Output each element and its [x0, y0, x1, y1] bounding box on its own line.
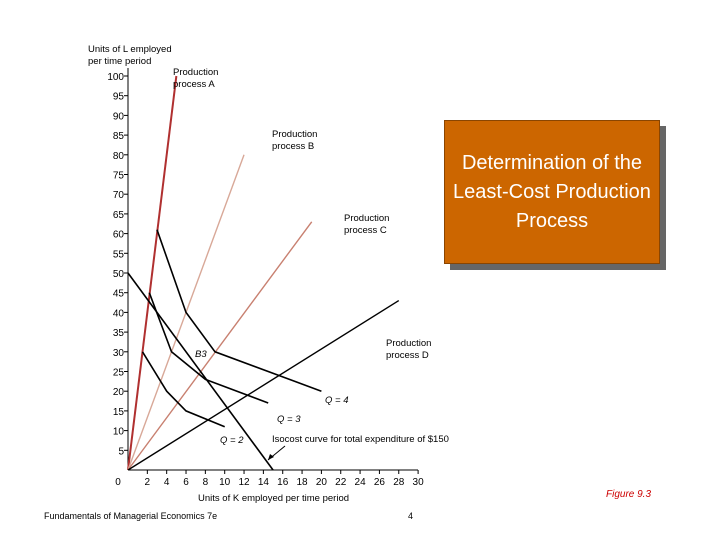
x-ticks: 0 2 4 6 8 10 12 14 16 18 20 22 24 26 28 30 [115, 470, 424, 488]
x-tick-label: 0 [115, 477, 121, 488]
isoquant-q2 [141, 351, 226, 428]
y-tick-label: 70 [113, 190, 125, 201]
x-tick-label: 2 [145, 477, 151, 488]
y-tick-label: 50 [113, 269, 125, 280]
x-tick-label: 14 [258, 477, 270, 488]
x-tick-label: 4 [164, 477, 170, 488]
process-line-c [127, 221, 313, 471]
slide-title: Determination of the Least-Cost Producti… [444, 120, 660, 264]
y-tick-label: 75 [113, 171, 125, 182]
process-d-label-line1: Production [386, 338, 431, 349]
isoquant-q3 [148, 292, 269, 404]
x-tick-label: 24 [355, 477, 367, 488]
x-tick-label: 22 [335, 477, 347, 488]
process-rays [127, 75, 400, 471]
y-tick-label: 40 [113, 308, 125, 319]
figure-label: Figure 9.3 [606, 489, 652, 500]
y-tick-label: 95 [113, 92, 125, 103]
y-tick-label: 60 [113, 230, 125, 241]
isoquant-layer [141, 229, 322, 428]
isocost-arrow-head [268, 454, 274, 460]
y-axis-title-line2: per time period [88, 56, 151, 67]
y-tick-label: 35 [113, 328, 125, 339]
y-axis-title-line1: Units of L employed [88, 44, 172, 55]
y-tick-label: 65 [113, 210, 125, 221]
x-tick-label: 20 [316, 477, 328, 488]
footer-text: Fundamentals of Managerial Economics 7e [44, 511, 218, 521]
x-axis-title: Units of K employed per time period [198, 493, 349, 504]
process-a-label-line2: process A [173, 79, 215, 90]
process-d-label-line2: process D [386, 350, 429, 361]
process-c-label-line1: Production [344, 213, 389, 224]
y-tick-label: 80 [113, 151, 125, 162]
x-tick-label: 8 [203, 477, 209, 488]
isocost-label: Isocost curve for total expenditure of $… [272, 434, 449, 445]
isoquant-label-q2: Q = 2 [220, 435, 244, 446]
x-tick-label: 16 [277, 477, 289, 488]
x-tick-label: 12 [238, 477, 250, 488]
process-c-label-line2: process C [344, 225, 387, 236]
y-tick-label: 85 [113, 131, 125, 142]
isoquant-label-q3: Q = 3 [277, 414, 301, 425]
x-tick-label: 6 [183, 477, 189, 488]
process-line-d [127, 299, 400, 471]
isoquant-q4 [156, 229, 322, 392]
y-tick-label: 20 [113, 387, 125, 398]
process-b-label-line2: process B [272, 141, 314, 152]
y-tick-label: 100 [107, 72, 124, 83]
process-line-a [127, 75, 178, 471]
y-tick-label: 55 [113, 249, 125, 260]
isocost-layer [127, 272, 274, 471]
y-tick-label: 15 [113, 407, 125, 418]
isoquant-label-q4: Q = 4 [325, 395, 349, 406]
y-ticks: 5 10 15 20 25 30 35 40 45 50 55 60 65 70 75 80 85 90 95 100 [107, 72, 128, 457]
page-number: 4 [408, 511, 414, 521]
x-tick-label: 10 [219, 477, 231, 488]
x-tick-label: 18 [296, 477, 308, 488]
isocost-line [127, 272, 274, 471]
y-tick-label: 90 [113, 111, 125, 122]
y-tick-label: 10 [113, 427, 125, 438]
y-tick-label: 30 [113, 348, 125, 359]
process-b-label-line1: Production [272, 129, 317, 140]
y-tick-label: 25 [113, 368, 125, 379]
y-tick-label: 45 [113, 289, 125, 300]
x-tick-label: 26 [374, 477, 386, 488]
y-tick-label: 5 [118, 446, 124, 457]
process-a-label-line1: Production [173, 67, 218, 78]
b3-annotation: B3 [195, 349, 207, 360]
x-tick-label: 30 [413, 477, 425, 488]
x-tick-label: 28 [393, 477, 405, 488]
